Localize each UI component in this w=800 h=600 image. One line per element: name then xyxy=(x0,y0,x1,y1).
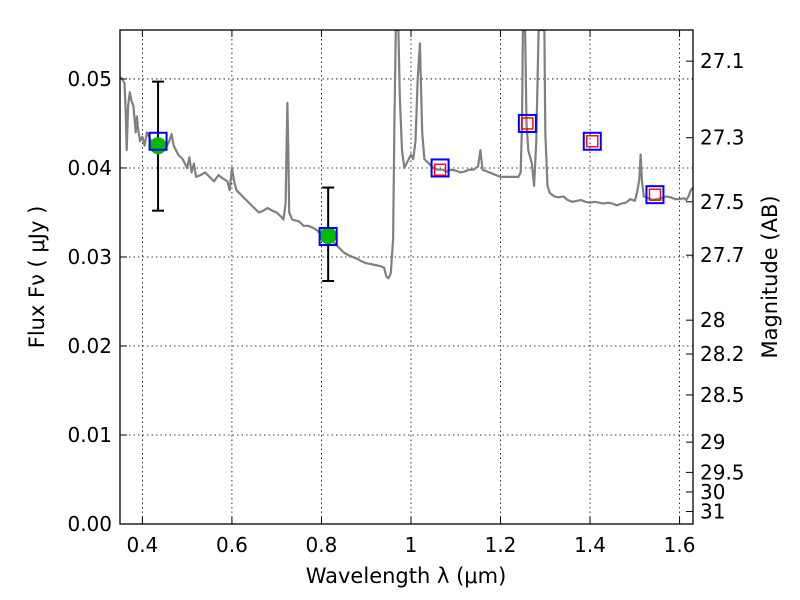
y-tick-label: 0.01 xyxy=(67,423,112,447)
x-tick-label: 0.4 xyxy=(126,533,158,557)
right-tick-label: 27.5 xyxy=(700,190,745,214)
y-tick-label: 0.04 xyxy=(67,156,112,180)
right-tick-label: 31 xyxy=(700,500,725,524)
grid xyxy=(120,30,693,525)
x-tick-label: 0.6 xyxy=(216,533,248,557)
x-tick-label: 1.6 xyxy=(664,533,696,557)
x-axis-title: Wavelength λ (μm) xyxy=(306,564,507,588)
spectrum-line xyxy=(120,30,693,280)
upper-limit-square xyxy=(433,163,447,176)
right-tick-label: 27.3 xyxy=(700,126,745,150)
x-tick-label: 1 xyxy=(405,533,418,557)
right-tick-label: 29 xyxy=(700,430,725,454)
y-tick-label: 0.02 xyxy=(67,334,112,358)
upper-limit-square xyxy=(586,135,599,148)
right-tick-label: 27.1 xyxy=(700,49,745,73)
model-photometry-square xyxy=(148,131,168,151)
x-tick-label: 1.2 xyxy=(485,533,517,557)
right-tick-label: 30 xyxy=(700,480,725,504)
x-tick-label: 1.4 xyxy=(574,533,606,557)
ticks-layer: 0.4 0.6 0.8 1 1.2 1.4 1.6 0.00 0.01 0.02 0.03 0.04 0… xyxy=(67,30,745,557)
upper-limit-square xyxy=(648,188,662,201)
right-tick-label: 28.5 xyxy=(700,383,745,407)
right-tick-label: 27.7 xyxy=(700,243,745,267)
right-axis-title: Magnitude (AB) xyxy=(758,195,782,358)
observed-point xyxy=(319,227,337,245)
right-tick-label: 28 xyxy=(700,308,725,332)
y-tick-label: 0.00 xyxy=(67,512,112,536)
x-tick-label: 0.8 xyxy=(306,533,338,557)
model-photometry-square xyxy=(582,131,602,151)
points-layer xyxy=(148,80,665,283)
plot-area xyxy=(120,30,693,524)
right-tick-label: 28.2 xyxy=(700,342,745,366)
model-photometry-square xyxy=(318,227,338,247)
model-photometry-square xyxy=(517,113,537,133)
plot-frame xyxy=(119,29,694,525)
upper-limit-square xyxy=(521,117,534,130)
y-tick-label: 0.03 xyxy=(67,245,112,269)
y-axis-title: Flux Fν ( μJy ) xyxy=(25,206,49,349)
right-tick-label: 29.5 xyxy=(700,460,745,484)
model-photometry-square xyxy=(430,158,450,178)
spectrum-layer xyxy=(120,30,693,280)
y-tick-label: 0.05 xyxy=(67,67,112,91)
model-photometry-square xyxy=(645,185,665,205)
observed-point xyxy=(149,137,167,155)
